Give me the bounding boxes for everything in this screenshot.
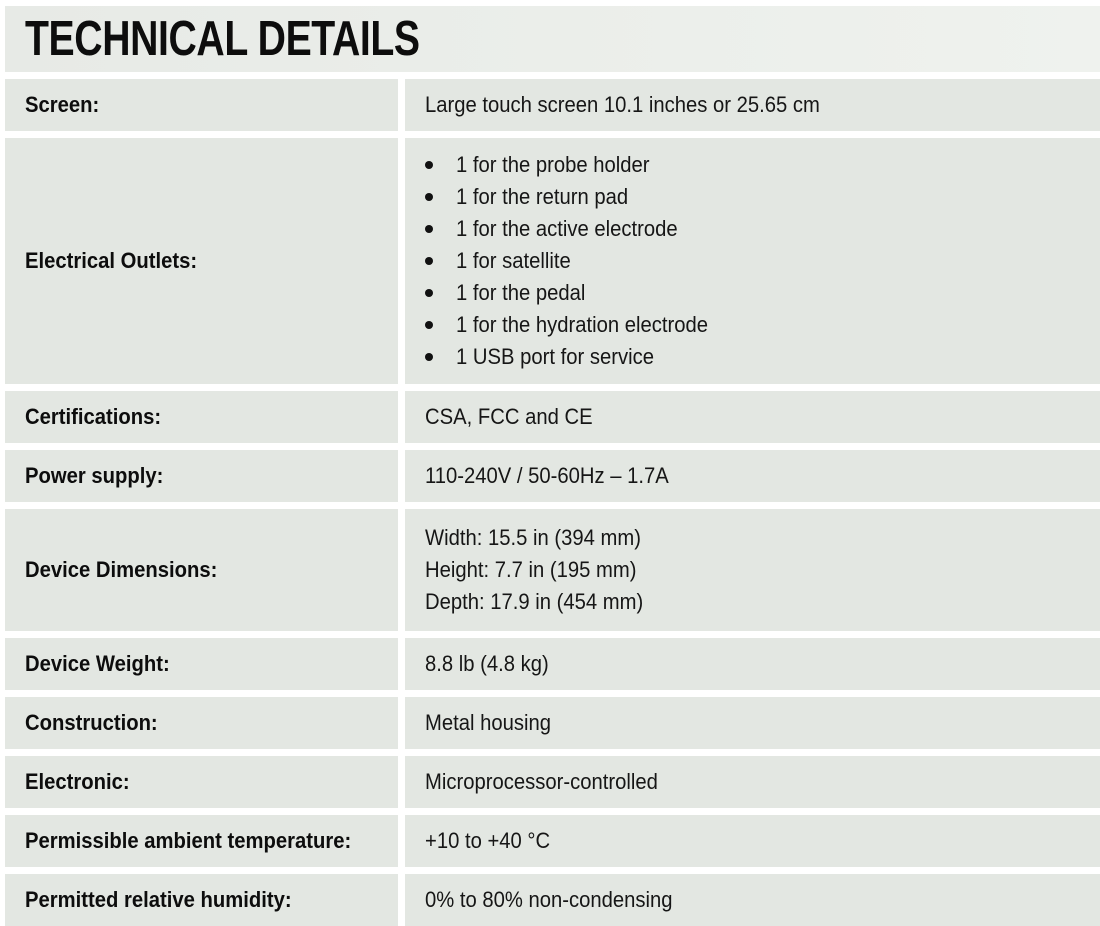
bullet-text: 1 for the return pad xyxy=(456,184,629,209)
bullet-item: 1 for the probe holder xyxy=(415,149,1100,181)
value-line: CSA, FCC and CE xyxy=(425,404,593,429)
row-value-cell: 110-240V / 50-60Hz – 1.7A xyxy=(405,450,1100,502)
bullet-icon xyxy=(425,225,433,233)
row-label: Screen: xyxy=(25,92,100,117)
bullet-icon xyxy=(425,353,433,361)
value-line: +10 to +40 °C xyxy=(425,828,551,853)
row-label: Permitted relative humidity: xyxy=(25,887,292,912)
value-line: Large touch screen 10.1 inches or 25.65 … xyxy=(425,92,820,117)
bullet-icon xyxy=(425,257,433,265)
table-row-certifications: Certifications: CSA, FCC and CE xyxy=(5,391,1100,443)
value-line: Height: 7.7 in (195 mm) xyxy=(425,557,637,582)
table-row-relative-humidity: Permitted relative humidity: 0% to 80% n… xyxy=(5,874,1100,926)
bullet-text: 1 USB port for service xyxy=(456,344,654,369)
bullet-text: 1 for the pedal xyxy=(456,280,586,305)
row-label-cell: Construction: xyxy=(5,697,398,749)
title-band: TECHNICAL DETAILS xyxy=(5,6,1100,72)
row-label: Permissible ambient temperature: xyxy=(25,828,352,853)
bullet-text: 1 for satellite xyxy=(456,248,571,273)
bullet-item: 1 for the pedal xyxy=(415,277,1100,309)
row-label-cell: Device Weight: xyxy=(5,638,398,690)
row-label-cell: Power supply: xyxy=(5,450,398,502)
bullet-item: 1 for the hydration electrode xyxy=(415,309,1100,341)
row-value-cell: Metal housing xyxy=(405,697,1100,749)
row-label-cell: Permissible ambient temperature: xyxy=(5,815,398,867)
value-line: Metal housing xyxy=(425,710,552,735)
value-line: 8.8 lb (4.8 kg) xyxy=(425,651,549,676)
row-value-cell: Large touch screen 10.1 inches or 25.65 … xyxy=(405,79,1100,131)
value-line: Width: 15.5 in (394 mm) xyxy=(425,525,641,550)
page-title: TECHNICAL DETAILS xyxy=(25,12,420,66)
bullet-icon xyxy=(425,193,433,201)
table-row-power-supply: Power supply: 110-240V / 50-60Hz – 1.7A xyxy=(5,450,1100,502)
row-label-cell: Permitted relative humidity: xyxy=(5,874,398,926)
row-label-cell: Device Dimensions: xyxy=(5,509,398,631)
row-label: Electronic: xyxy=(25,769,130,794)
table-row-construction: Construction: Metal housing xyxy=(5,697,1100,749)
value-line: 0% to 80% non-condensing xyxy=(425,887,673,912)
table-row-device-dimensions: Device Dimensions: Width: 15.5 in (394 m… xyxy=(5,509,1100,631)
bullet-text: 1 for the hydration electrode xyxy=(456,312,709,337)
bullet-item: 1 for the return pad xyxy=(415,181,1100,213)
row-label-cell: Electrical Outlets: xyxy=(5,138,398,384)
value-line: Depth: 17.9 in (454 mm) xyxy=(425,589,644,614)
row-value-cell: Width: 15.5 in (394 mm) Height: 7.7 in (… xyxy=(405,509,1100,631)
bullet-item: 1 for satellite xyxy=(415,245,1100,277)
value-line: Microprocessor-controlled xyxy=(425,769,658,794)
row-label-cell: Screen: xyxy=(5,79,398,131)
table-row-electronic: Electronic: Microprocessor-controlled xyxy=(5,756,1100,808)
row-value-cell: 8.8 lb (4.8 kg) xyxy=(405,638,1100,690)
row-label-cell: Certifications: xyxy=(5,391,398,443)
row-value-cell: +10 to +40 °C xyxy=(405,815,1100,867)
row-value-cell: CSA, FCC and CE xyxy=(405,391,1100,443)
row-label: Certifications: xyxy=(25,404,162,429)
row-label: Device Weight: xyxy=(25,651,170,676)
row-value-cell: 0% to 80% non-condensing xyxy=(405,874,1100,926)
bullet-item: 1 for the active electrode xyxy=(415,213,1100,245)
row-label: Construction: xyxy=(25,710,158,735)
table-row-ambient-temperature: Permissible ambient temperature: +10 to … xyxy=(5,815,1100,867)
bullet-item: 1 USB port for service xyxy=(415,341,1100,373)
row-label: Power supply: xyxy=(25,463,164,488)
table-row-electrical-outlets: Electrical Outlets: 1 for the probe hold… xyxy=(5,138,1100,384)
row-label: Electrical Outlets: xyxy=(25,248,198,273)
bullet-text: 1 for the probe holder xyxy=(456,152,650,177)
table-row-screen: Screen: Large touch screen 10.1 inches o… xyxy=(5,79,1100,131)
row-label: Device Dimensions: xyxy=(25,557,218,582)
spec-table: Screen: Large touch screen 10.1 inches o… xyxy=(5,79,1100,926)
bullet-text: 1 for the active electrode xyxy=(456,216,678,241)
row-label-cell: Electronic: xyxy=(5,756,398,808)
bullet-icon xyxy=(425,161,433,169)
row-value-cell: Microprocessor-controlled xyxy=(405,756,1100,808)
table-row-device-weight: Device Weight: 8.8 lb (4.8 kg) xyxy=(5,638,1100,690)
value-line: 110-240V / 50-60Hz – 1.7A xyxy=(425,463,669,488)
bullet-icon xyxy=(425,321,433,329)
row-value-cell: 1 for the probe holder 1 for the return … xyxy=(405,138,1100,384)
bullet-icon xyxy=(425,289,433,297)
